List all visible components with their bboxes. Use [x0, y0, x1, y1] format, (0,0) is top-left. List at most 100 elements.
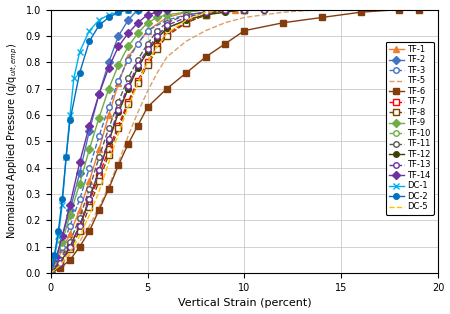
- TF-10: [77, 224, 82, 228]
- TF-12: [126, 87, 131, 90]
- TF-11: [184, 13, 189, 17]
- TF-2: [135, 8, 140, 11]
- TF-7: [222, 8, 228, 11]
- DC-1: [52, 256, 57, 259]
- TF-11: [203, 10, 208, 14]
- TF-10: [68, 245, 73, 249]
- TF-3: [48, 271, 53, 275]
- TF-8: [48, 271, 53, 275]
- DC-5: [203, 10, 208, 14]
- TF-7: [58, 261, 63, 264]
- DC-5: [164, 31, 170, 35]
- TF-8: [87, 205, 92, 209]
- TF-11: [96, 155, 102, 159]
- TF-1: [54, 261, 59, 264]
- TF-6: [106, 187, 112, 191]
- TF-1: [145, 29, 150, 33]
- Legend: TF-1, TF-2, TF-3, TF-5, TF-6, TF-7, TF-8, TF-9, TF-10, TF-11, TF-12, TF-13, TF-1: TF-1, TF-2, TF-3, TF-5, TF-6, TF-7, TF-8…: [386, 41, 434, 215]
- Line: TF-12: TF-12: [48, 7, 266, 276]
- TF-8: [58, 261, 63, 264]
- TF-11: [154, 29, 160, 33]
- TF-10: [242, 8, 247, 11]
- TF-11: [116, 100, 121, 104]
- DC-5: [126, 105, 131, 109]
- TF-10: [58, 261, 63, 264]
- TF-9: [154, 16, 160, 19]
- DC-5: [184, 18, 189, 22]
- TF-12: [135, 66, 140, 69]
- TF-9: [184, 10, 189, 14]
- TF-11: [222, 8, 228, 11]
- TF-12: [96, 169, 102, 172]
- TF-13: [96, 169, 102, 172]
- Line: TF-10: TF-10: [48, 7, 266, 276]
- TF-9: [261, 8, 266, 11]
- TF-8: [135, 81, 140, 85]
- TF-6: [68, 258, 73, 262]
- Line: DC-1: DC-1: [47, 6, 141, 277]
- TF-6: [126, 142, 131, 146]
- TF-6: [135, 124, 140, 127]
- TF-2: [68, 208, 73, 212]
- TF-11: [68, 240, 73, 243]
- TF-6: [58, 266, 63, 270]
- TF-3: [126, 58, 131, 62]
- TF-11: [164, 21, 170, 24]
- TF-10: [203, 13, 208, 17]
- Line: TF-11: TF-11: [48, 7, 247, 276]
- TF-9: [116, 63, 121, 67]
- TF-10: [164, 26, 170, 30]
- DC-2: [106, 16, 112, 19]
- TF-7: [106, 147, 112, 151]
- TF-9: [87, 147, 92, 151]
- TF-8: [106, 153, 112, 156]
- TF-3: [184, 13, 189, 17]
- DC-2: [135, 8, 140, 11]
- TF-13: [203, 10, 208, 14]
- DC-5: [48, 271, 53, 275]
- TF-11: [48, 271, 53, 275]
- TF-10: [154, 37, 160, 41]
- TF-10: [145, 50, 150, 54]
- TF-2: [54, 256, 59, 259]
- TF-8: [184, 21, 189, 24]
- TF-14: [135, 21, 140, 24]
- TF-13: [154, 34, 160, 38]
- Line: TF-8: TF-8: [48, 7, 247, 276]
- X-axis label: Vertical Strain (percent): Vertical Strain (percent): [178, 298, 311, 308]
- TF-13: [164, 24, 170, 27]
- TF-9: [77, 182, 82, 186]
- TF-1: [106, 113, 112, 117]
- Line: TF-9: TF-9: [48, 7, 266, 276]
- TF-6: [397, 8, 402, 11]
- TF-6: [416, 8, 422, 11]
- TF-5: [58, 263, 63, 267]
- Line: TF-7: TF-7: [48, 7, 247, 276]
- TF-7: [154, 45, 160, 48]
- TF-12: [87, 198, 92, 201]
- TF-6: [48, 271, 53, 275]
- TF-13: [135, 63, 140, 67]
- TF-9: [96, 116, 102, 120]
- TF-5: [154, 71, 160, 75]
- Line: TF-2: TF-2: [48, 7, 140, 276]
- TF-5: [126, 134, 131, 138]
- TF-5: [203, 29, 208, 33]
- TF-2: [106, 60, 112, 64]
- TF-6: [358, 10, 364, 14]
- TF-9: [145, 21, 150, 24]
- DC-5: [135, 81, 140, 85]
- DC-1: [56, 234, 61, 238]
- TF-7: [48, 271, 53, 275]
- TF-13: [222, 8, 228, 11]
- TF-1: [126, 55, 131, 59]
- DC-5: [222, 8, 228, 11]
- DC-5: [87, 213, 92, 217]
- TF-14: [164, 8, 170, 11]
- TF-5: [358, 8, 364, 11]
- Line: TF-6: TF-6: [48, 7, 422, 276]
- TF-13: [58, 261, 63, 264]
- TF-3: [54, 261, 59, 264]
- TF-9: [203, 8, 208, 11]
- TF-8: [68, 247, 73, 251]
